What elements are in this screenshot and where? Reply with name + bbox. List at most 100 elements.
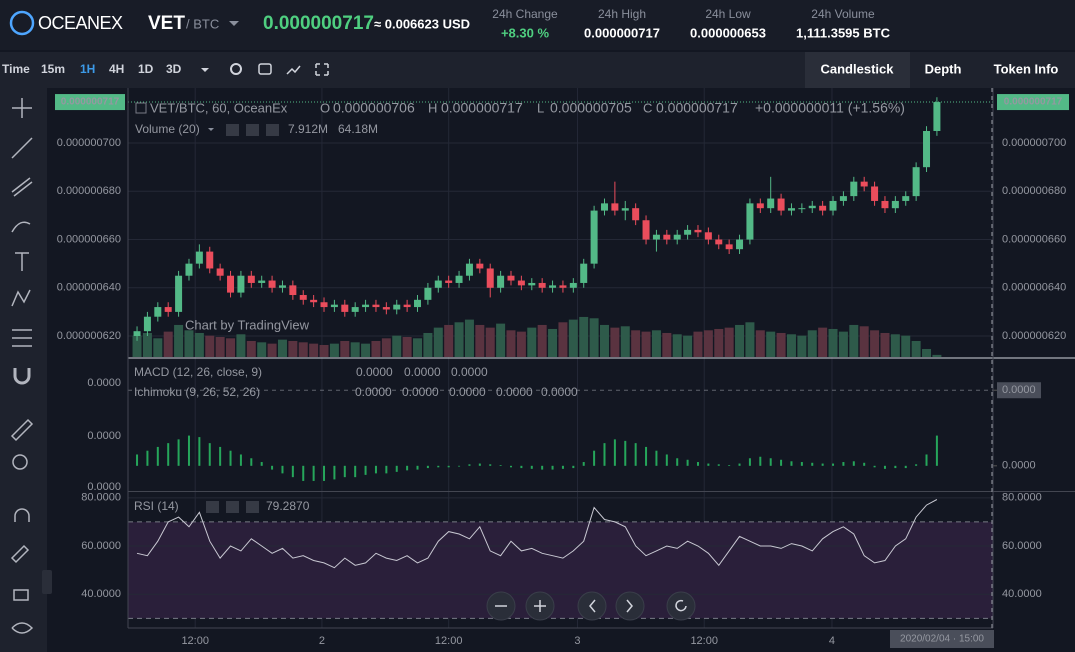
volume-bar xyxy=(246,340,256,357)
histogram-bar xyxy=(624,440,627,466)
interval[interactable]: 3D xyxy=(166,62,182,76)
indicator-value: 0.0000 xyxy=(356,365,393,379)
volume-bar xyxy=(444,324,454,357)
zoom-tool[interactable] xyxy=(12,454,28,470)
brush-tool[interactable] xyxy=(11,221,31,233)
candle-body xyxy=(393,304,401,310)
volume-bar xyxy=(724,327,734,357)
legend-button xyxy=(266,124,279,136)
screenshot-icon[interactable] xyxy=(258,63,272,75)
legend-value: 0.000000705 xyxy=(550,100,632,116)
candle-body xyxy=(871,186,879,201)
histogram-bar xyxy=(800,462,803,466)
legend-key: L xyxy=(537,100,544,115)
y-tick-label: 60.0000 xyxy=(1002,540,1042,552)
candle-body xyxy=(611,203,619,211)
volume-bar xyxy=(309,343,319,357)
volume-bar xyxy=(236,334,246,357)
tab[interactable]: Candlestick xyxy=(821,61,895,76)
scroll-right-button[interactable] xyxy=(615,591,645,621)
candle-body xyxy=(538,282,546,288)
volume-bar xyxy=(818,327,828,357)
histogram-bar xyxy=(551,465,554,470)
histogram-bar xyxy=(167,443,170,466)
scroll-left-button[interactable] xyxy=(577,591,607,621)
interval[interactable]: Time xyxy=(2,62,30,76)
reset-button[interactable] xyxy=(666,591,696,621)
pair-quote[interactable]: / BTC xyxy=(186,16,219,31)
volume-bar xyxy=(714,328,724,357)
histogram-bar xyxy=(645,446,648,466)
histogram-bar xyxy=(904,465,907,469)
candle-body xyxy=(330,304,338,308)
trendline-tool[interactable] xyxy=(11,137,33,159)
legend-value: 0.000000717 xyxy=(441,100,523,116)
collapse-button[interactable] xyxy=(42,570,52,594)
histogram-bar xyxy=(156,446,159,466)
left-axis-label: 0.0000 xyxy=(87,377,121,389)
interval-dropdown[interactable] xyxy=(201,68,209,72)
text-tool[interactable] xyxy=(15,252,29,271)
magnet-mode[interactable] xyxy=(14,508,30,522)
settings-icon[interactable] xyxy=(230,63,242,75)
interval[interactable]: 1D xyxy=(138,62,154,76)
crosshair-label: 2020/02/04 · 15:00 xyxy=(900,634,984,645)
volume-bar xyxy=(745,322,755,357)
volume-bar xyxy=(226,338,236,357)
tab[interactable]: Token Info xyxy=(994,61,1059,76)
y-tick-label: 40.0000 xyxy=(1002,588,1042,600)
histogram-bar xyxy=(323,465,326,481)
volume-bar xyxy=(548,328,558,357)
prediction-tool[interactable] xyxy=(12,329,32,347)
indicators-icon[interactable] xyxy=(286,65,301,75)
pair-base[interactable]: VET xyxy=(148,13,185,34)
histogram-bar xyxy=(489,464,492,466)
interval[interactable]: 4H xyxy=(109,62,124,76)
candle-body xyxy=(777,198,785,211)
volume-bar xyxy=(464,319,474,357)
drawing-mode[interactable] xyxy=(10,544,30,564)
histogram-bar xyxy=(364,465,367,475)
measure-tool[interactable] xyxy=(10,418,34,442)
candle-body xyxy=(600,203,608,211)
pattern-tool[interactable] xyxy=(11,289,31,307)
candle-body xyxy=(736,239,744,250)
indicator-value: 0.0000 xyxy=(451,365,488,379)
interval[interactable]: 15m xyxy=(41,62,65,76)
histogram-bar xyxy=(925,454,928,466)
histogram-bar xyxy=(250,458,253,466)
volume-bar xyxy=(277,339,287,357)
lock-tool[interactable] xyxy=(13,589,29,601)
candle-body xyxy=(746,203,754,240)
legend-button xyxy=(246,501,259,513)
volume-bar xyxy=(922,348,932,357)
candle-body xyxy=(382,307,390,310)
volume-bar xyxy=(828,328,838,357)
x-tick-label: 12:00 xyxy=(435,635,463,647)
legend-dropdown xyxy=(208,128,214,131)
active-tab xyxy=(805,52,910,88)
volume-bar xyxy=(537,324,547,357)
volume-bar xyxy=(413,338,423,357)
volume-bar xyxy=(838,331,848,357)
magnet-tool[interactable] xyxy=(13,368,31,385)
volume-bar xyxy=(589,318,599,357)
volume-bar xyxy=(558,322,568,357)
histogram-bar xyxy=(696,462,699,466)
candle-body xyxy=(559,285,567,288)
logo[interactable]: OCEANEX xyxy=(38,13,124,33)
tab[interactable]: Depth xyxy=(925,61,962,76)
legend-key: C xyxy=(643,100,652,115)
pair-dropdown[interactable] xyxy=(229,21,239,26)
histogram-bar xyxy=(395,465,398,472)
histogram-bar xyxy=(385,465,388,474)
legend-button xyxy=(206,501,219,513)
fib-tool[interactable] xyxy=(11,177,33,197)
crosshair-tool[interactable] xyxy=(12,98,32,118)
stat-label: 24h Change xyxy=(492,7,558,21)
interval[interactable]: 1H xyxy=(80,62,95,76)
candle-body xyxy=(642,220,650,240)
histogram-bar xyxy=(717,464,720,466)
fullscreen-icon[interactable] xyxy=(315,63,329,76)
visibility-tool[interactable] xyxy=(11,622,34,634)
